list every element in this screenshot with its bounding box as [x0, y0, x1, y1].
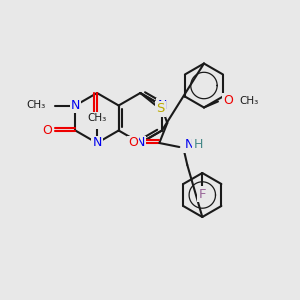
Text: N: N	[136, 136, 145, 149]
Text: S: S	[156, 103, 164, 116]
Text: F: F	[199, 188, 206, 200]
Text: O: O	[42, 124, 52, 137]
Text: N: N	[92, 136, 102, 149]
Text: CH₃: CH₃	[87, 113, 106, 123]
Text: N: N	[71, 99, 80, 112]
Text: H: H	[193, 139, 203, 152]
Text: CH₃: CH₃	[26, 100, 45, 110]
Text: N: N	[157, 99, 167, 112]
Text: O: O	[128, 136, 138, 149]
Text: N: N	[184, 139, 194, 152]
Text: O: O	[92, 115, 102, 128]
Text: CH₃: CH₃	[239, 95, 258, 106]
Text: O: O	[223, 94, 233, 107]
